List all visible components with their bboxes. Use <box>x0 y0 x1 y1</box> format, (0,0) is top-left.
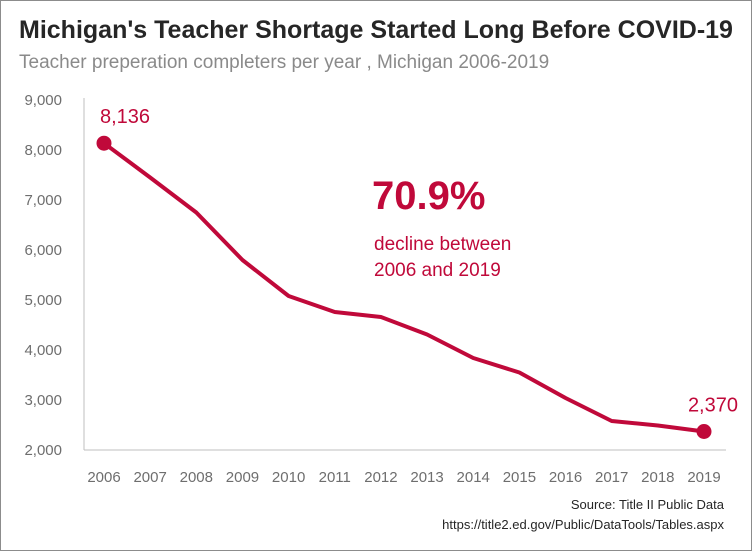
x-tick-label: 2006 <box>87 469 120 486</box>
y-tick-label: 5,000 <box>24 292 62 309</box>
chart-subtitle: Teacher preperation completers per year … <box>19 52 550 73</box>
y-tick-label: 8,000 <box>24 142 62 159</box>
y-tick-label: 3,000 <box>24 392 62 409</box>
x-tick-label: 2013 <box>410 469 443 486</box>
chart-title: Michigan's Teacher Shortage Started Long… <box>19 16 733 44</box>
y-tick-label: 2,000 <box>24 442 62 459</box>
y-tick-label: 9,000 <box>24 92 62 109</box>
x-tick-label: 2007 <box>133 469 166 486</box>
x-tick-label: 2012 <box>364 469 397 486</box>
x-tick-label: 2014 <box>457 469 490 486</box>
x-tick-label: 2010 <box>272 469 305 486</box>
series-line <box>102 141 706 434</box>
x-tick-label: 2017 <box>595 469 628 486</box>
x-tick-label: 2018 <box>641 469 674 486</box>
source-note: Source: Title II Public Data https://tit… <box>442 495 724 535</box>
y-tick-label: 4,000 <box>24 342 62 359</box>
x-tick-label: 2015 <box>503 469 536 486</box>
x-tick-label: 2008 <box>180 469 213 486</box>
x-tick-label: 2009 <box>226 469 259 486</box>
source-line2: https://title2.ed.gov/Public/DataTools/T… <box>442 517 724 532</box>
data-label: 2,370 <box>688 395 738 417</box>
data-label: 8,136 <box>100 106 150 128</box>
y-tick-label: 7,000 <box>24 192 62 209</box>
decline-percentage: 70.9% <box>372 174 486 218</box>
x-tick-label: 2016 <box>549 469 582 486</box>
x-tick-label: 2019 <box>687 469 720 486</box>
x-tick-label: 2011 <box>319 469 351 486</box>
source-line1: Source: Title II Public Data <box>570 497 724 512</box>
decline-note-line1: decline between <box>374 234 512 255</box>
y-tick-label: 6,000 <box>24 242 62 259</box>
data-point-marker <box>96 135 112 151</box>
data-point-marker <box>696 424 712 439</box>
decline-note: decline between 2006 and 2019 <box>374 232 511 284</box>
decline-note-line2: 2006 and 2019 <box>374 260 501 281</box>
